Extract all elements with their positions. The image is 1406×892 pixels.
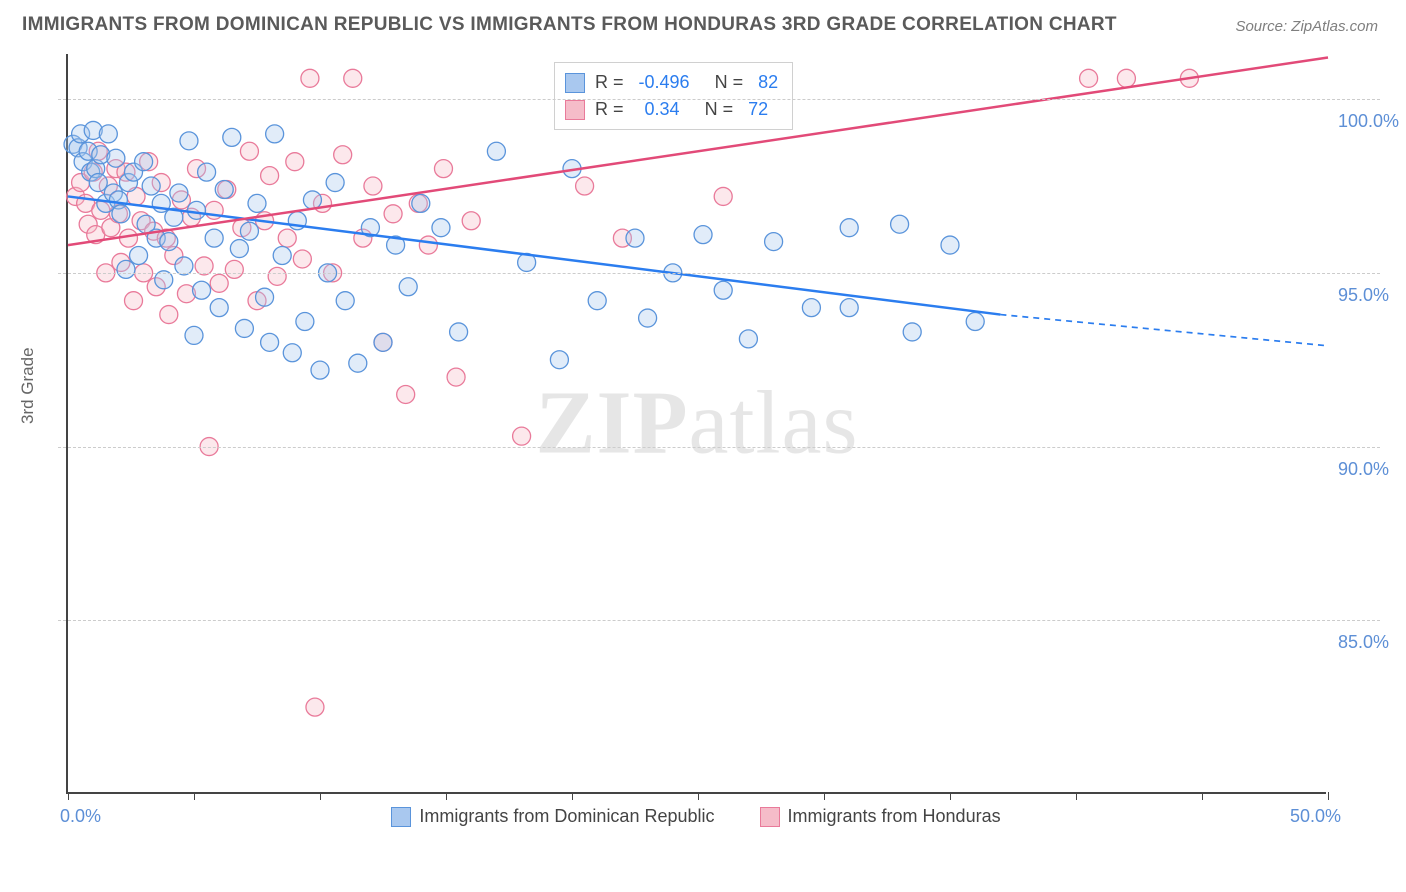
source-attribution: Source: ZipAtlas.com (1235, 18, 1378, 35)
r-value-1: -0.496 (639, 69, 690, 96)
correlation-legend: R = -0.496 N = 82 R = 0.34 N = 72 (554, 62, 793, 130)
x-tick (320, 792, 321, 800)
swatch-series-1 (565, 73, 585, 93)
gridline (58, 620, 1380, 621)
x-tick (1202, 792, 1203, 800)
gridline (58, 447, 1380, 448)
y-tick-label: 85.0% (1338, 632, 1389, 653)
x-tick (1076, 792, 1077, 800)
chart-container: ZIPatlas R = -0.496 N = 82 R = 0.34 N = … (66, 54, 1380, 834)
n-label: N = (700, 69, 749, 96)
legend-label-2: Immigrants from Honduras (788, 806, 1001, 827)
plot-area: ZIPatlas R = -0.496 N = 82 R = 0.34 N = … (66, 54, 1326, 794)
legend-label-1: Immigrants from Dominican Republic (419, 806, 714, 827)
x-tick (194, 792, 195, 800)
x-tick (572, 792, 573, 800)
swatch-series-2 (565, 100, 585, 120)
x-tick (950, 792, 951, 800)
legend-row-1: R = -0.496 N = 82 (565, 69, 778, 96)
legend-item-1: Immigrants from Dominican Republic (391, 806, 714, 827)
gridline (58, 273, 1380, 274)
r-label: R = (595, 69, 629, 96)
y-axis-title: 3rd Grade (18, 347, 38, 424)
series-legend: Immigrants from Dominican Republic Immig… (66, 806, 1326, 832)
gridline (58, 99, 1380, 100)
swatch-series-1-bottom (391, 807, 411, 827)
swatch-series-2-bottom (760, 807, 780, 827)
y-tick-label: 90.0% (1338, 459, 1389, 480)
y-tick-label: 95.0% (1338, 285, 1389, 306)
x-tick (1328, 792, 1329, 800)
x-tick (698, 792, 699, 800)
x-tick (824, 792, 825, 800)
chart-title: IMMIGRANTS FROM DOMINICAN REPUBLIC VS IM… (22, 14, 1117, 36)
n-value-1: 82 (758, 69, 778, 96)
x-tick (68, 792, 69, 800)
chart-svg (68, 54, 1328, 794)
x-tick (446, 792, 447, 800)
legend-item-2: Immigrants from Honduras (760, 806, 1001, 827)
y-tick-label: 100.0% (1338, 111, 1399, 132)
